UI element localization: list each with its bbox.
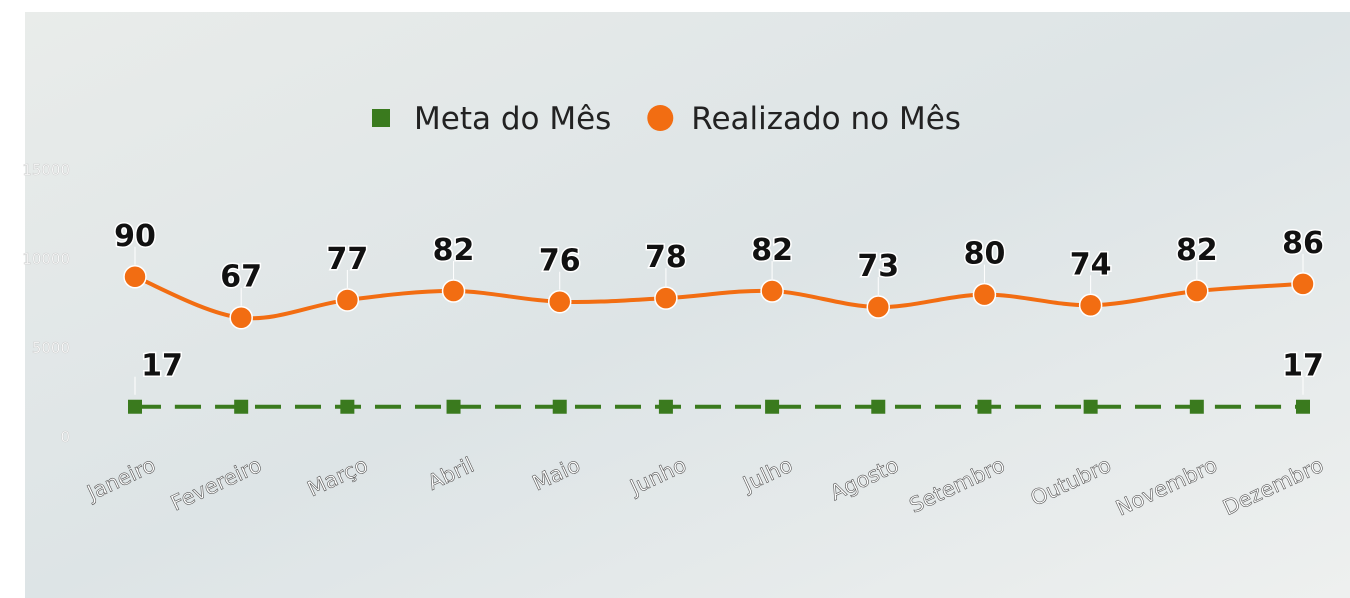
legend-marker <box>647 105 674 131</box>
point <box>335 288 360 312</box>
data-label: 67 <box>220 260 262 295</box>
data-label: 74 <box>1070 247 1112 282</box>
background <box>25 12 1350 598</box>
point <box>760 279 784 303</box>
legend-label: Realizado no Mês <box>691 101 961 137</box>
data-label: 17 <box>141 349 183 384</box>
point <box>229 305 253 330</box>
point <box>441 279 466 303</box>
data-label: 17 <box>1282 349 1324 384</box>
point <box>340 399 355 414</box>
legend-marker <box>372 109 390 127</box>
point <box>871 399 886 414</box>
point <box>1185 279 1209 303</box>
point <box>1078 293 1103 318</box>
data-label: 73 <box>857 249 899 284</box>
y-tick-label: 0 <box>60 428 70 446</box>
data-label: 80 <box>964 237 1006 272</box>
data-label: 78 <box>645 240 687 275</box>
point <box>1083 399 1098 414</box>
data-label: 82 <box>751 233 793 268</box>
point <box>658 399 673 414</box>
data-label: 82 <box>1176 233 1218 268</box>
y-tick-label: 10000 <box>22 250 70 268</box>
point <box>972 282 997 307</box>
point <box>866 295 891 319</box>
point <box>654 286 678 310</box>
point <box>1189 399 1204 414</box>
point <box>547 289 572 314</box>
point <box>234 399 249 414</box>
point <box>128 399 142 414</box>
data-label: 82 <box>433 233 475 268</box>
data-label: 90 <box>114 219 156 254</box>
point <box>977 399 992 414</box>
legend-label: Meta do Mês <box>414 101 611 137</box>
point <box>446 399 461 414</box>
point <box>552 399 567 414</box>
y-tick-label: 15000 <box>22 161 70 179</box>
data-label: 77 <box>326 242 368 277</box>
point <box>765 399 780 414</box>
point <box>123 265 147 289</box>
y-tick-label: 5000 <box>32 339 70 357</box>
data-label: 86 <box>1282 226 1324 261</box>
point <box>1291 272 1315 296</box>
point <box>1296 399 1310 414</box>
data-label: 76 <box>539 244 581 279</box>
